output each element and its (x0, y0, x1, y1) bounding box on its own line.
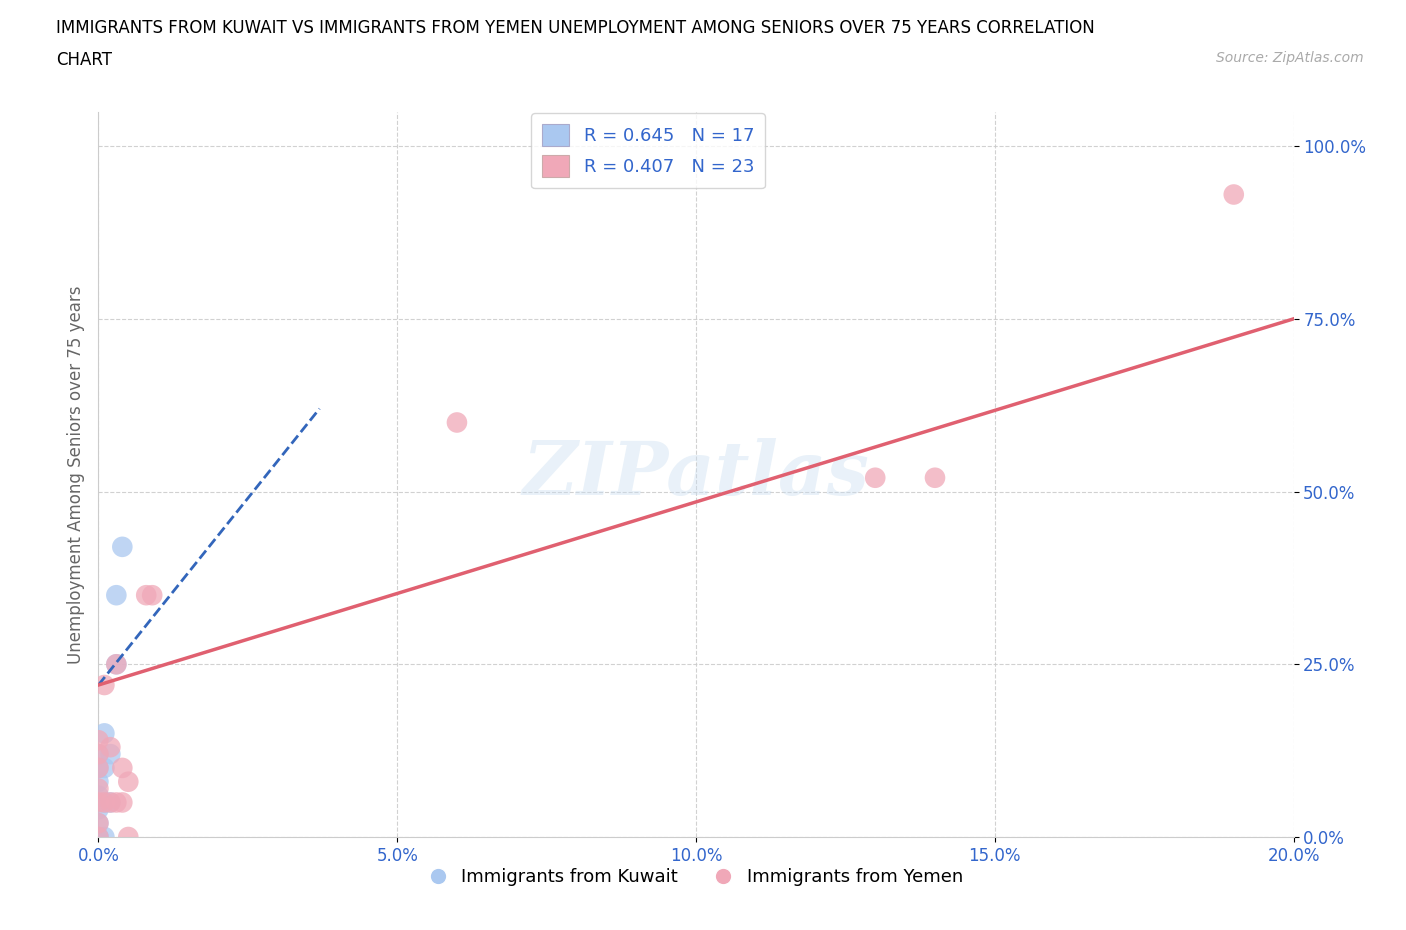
Point (87, 747, 110, 762)
Point (1223, 187, 1246, 202)
Point (111, 539, 134, 554)
Text: IMMIGRANTS FROM KUWAIT VS IMMIGRANTS FROM YEMEN UNEMPLOYMENT AMONG SENIORS OVER : IMMIGRANTS FROM KUWAIT VS IMMIGRANTS FRO… (56, 19, 1095, 36)
Point (87, 781, 110, 796)
Point (87, 795, 110, 810)
Point (87, 761, 110, 776)
Point (98, 739, 122, 754)
Point (111, 761, 134, 776)
Point (98, 795, 122, 810)
Text: Source: ZipAtlas.com: Source: ZipAtlas.com (1216, 51, 1364, 65)
Point (87, 830, 110, 844)
Point (98, 795, 122, 810)
Text: CHART: CHART (56, 51, 112, 69)
Point (105, 657, 128, 671)
Text: ZIPatlas: ZIPatlas (523, 438, 869, 511)
Point (93, 726, 115, 741)
Point (87, 788, 110, 803)
Point (98, 747, 122, 762)
Point (141, 588, 163, 603)
Point (87, 761, 110, 776)
Point (87, 747, 110, 762)
Point (93, 761, 115, 776)
Point (105, 657, 128, 671)
Point (87, 802, 110, 817)
Legend: Immigrants from Kuwait, Immigrants from Yemen: Immigrants from Kuwait, Immigrants from … (422, 861, 970, 893)
Point (87, 733, 110, 748)
Point (93, 830, 115, 844)
Point (93, 795, 115, 810)
Point (87, 816, 110, 830)
Point (135, 588, 157, 603)
Point (105, 588, 128, 603)
Point (93, 678, 115, 693)
Point (446, 415, 468, 430)
Point (117, 775, 139, 790)
Y-axis label: Unemployment Among Seniors over 75 years: Unemployment Among Seniors over 75 years (66, 286, 84, 663)
Point (105, 795, 128, 810)
Point (87, 830, 110, 844)
Point (924, 471, 946, 485)
Point (865, 471, 887, 485)
Point (87, 816, 110, 830)
Point (117, 830, 139, 844)
Point (87, 775, 110, 790)
Point (87, 830, 110, 844)
Point (93, 795, 115, 810)
Point (111, 795, 134, 810)
